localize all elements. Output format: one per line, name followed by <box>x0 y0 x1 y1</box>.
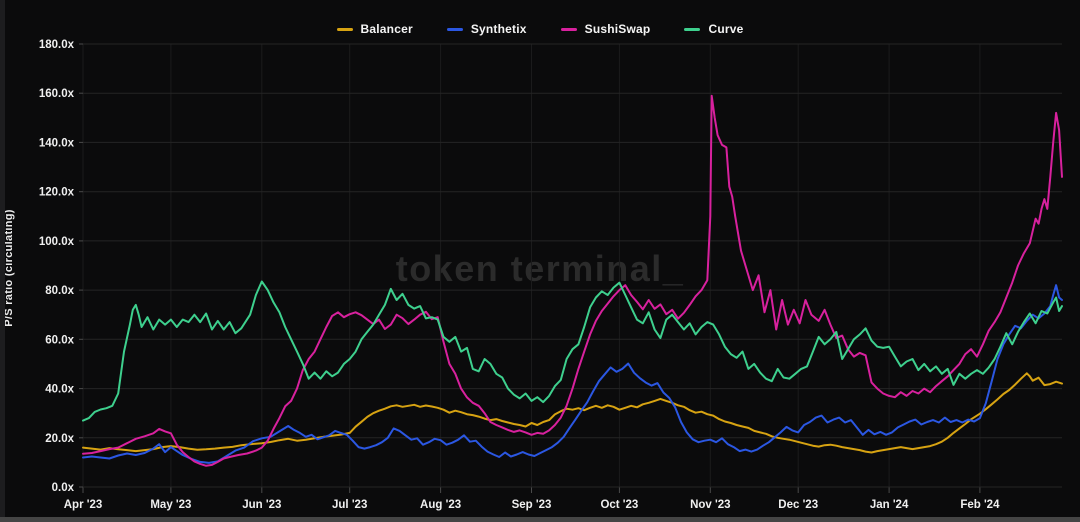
legend-item-synthetix[interactable]: Synthetix <box>446 22 527 36</box>
legend-item-curve[interactable]: Curve <box>684 22 743 36</box>
x-tick-label: Jul '23 <box>332 499 367 511</box>
y-tick-label: 140.0x <box>39 137 75 149</box>
x-tick-label: May '23 <box>150 499 191 511</box>
x-tick-label: Sep '23 <box>512 499 552 511</box>
y-tick-label: 60.0x <box>45 334 74 346</box>
y-tick-label: 0.0x <box>52 482 75 494</box>
legend-swatch-balancer <box>336 27 353 31</box>
x-tick-label: Feb '24 <box>960 499 1000 511</box>
y-tick-label: 180.0x <box>39 39 75 51</box>
legend-label: Balancer <box>360 22 413 36</box>
x-tick-label: Dec '23 <box>778 499 818 511</box>
legend-swatch-synthetix <box>446 27 463 31</box>
x-tick-label: Aug '23 <box>420 499 461 511</box>
series-line-sushiswap[interactable] <box>82 94 1063 467</box>
series-line-synthetix[interactable] <box>82 284 1063 464</box>
legend-label: Synthetix <box>470 22 527 36</box>
legend-swatch-sushiswap <box>560 27 577 31</box>
x-grid-and-ticks: Apr '23 May '23 Jun '23 Jul '23 Aug '23 Sep '… <box>64 44 1000 511</box>
x-tick-label: Jan '24 <box>870 499 909 511</box>
y-tick-label: 100.0x <box>39 236 75 248</box>
y-grid-and-ticks: 0.0x 20.0x 40.0x 60.0x 80.0x 100.0x 120.0x 140.… <box>39 39 1062 494</box>
x-tick-label: Oct '23 <box>600 499 638 511</box>
series-line-curve[interactable] <box>82 280 1063 422</box>
x-tick-label: Nov '23 <box>690 499 730 511</box>
y-tick-label: 20.0x <box>45 433 74 445</box>
x-tick-label: Apr '23 <box>64 499 103 511</box>
y-tick-label: 80.0x <box>45 285 74 297</box>
series-line-balancer[interactable] <box>82 372 1063 454</box>
legend-item-sushiswap[interactable]: SushiSwap <box>560 22 651 36</box>
legend-swatch-curve <box>684 27 701 31</box>
chart-legend: Balancer Synthetix SushiSwap Curve <box>0 18 1080 40</box>
window-edge-left <box>0 0 5 522</box>
y-tick-label: 120.0x <box>39 187 75 199</box>
y-tick-label: 40.0x <box>45 384 74 396</box>
legend-label: SushiSwap <box>584 22 651 36</box>
x-tick-label: Jun '23 <box>242 499 281 511</box>
legend-label: Curve <box>708 22 744 36</box>
window-edge-bottom <box>0 517 1080 522</box>
y-tick-label: 160.0x <box>39 88 75 100</box>
legend-item-balancer[interactable]: Balancer <box>336 22 413 36</box>
